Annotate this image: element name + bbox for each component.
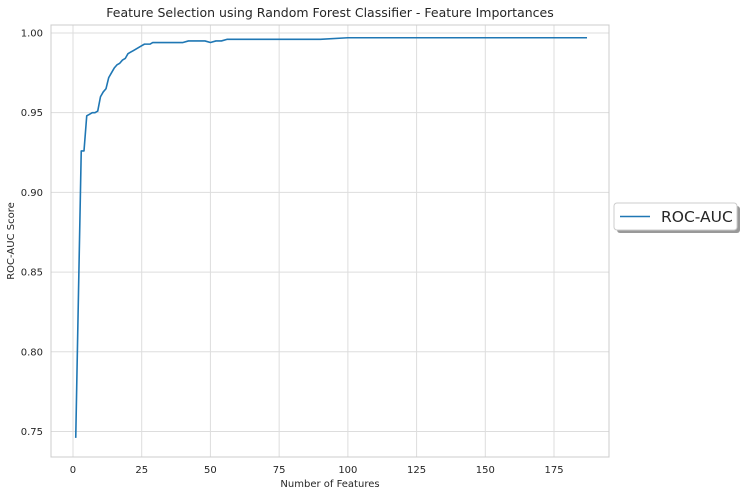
legend: ROC-AUC xyxy=(613,202,740,233)
x-tick-label: 150 xyxy=(476,465,495,476)
x-tick-label: 0 xyxy=(70,465,76,476)
plot-area-frame xyxy=(50,24,610,458)
y-tick-label: 0.85 xyxy=(21,268,43,279)
x-axis-label: Number of Features xyxy=(280,479,379,490)
x-tick-label: 125 xyxy=(407,465,426,476)
x-tick-label: 50 xyxy=(204,465,217,476)
y-axis-label: ROC-AUC Score xyxy=(6,202,17,280)
x-tick-label: 25 xyxy=(135,465,148,476)
y-tick-label: 0.95 xyxy=(21,108,43,119)
y-tick-label: 1.00 xyxy=(21,28,43,39)
grid-lines xyxy=(51,25,609,457)
x-tick-label: 100 xyxy=(338,465,357,476)
series-lines xyxy=(74,36,588,438)
chart-title: Feature Selection using Random Forest Cl… xyxy=(106,5,553,20)
legend-entry-roc-auc: ROC-AUC xyxy=(661,208,733,226)
legend-box xyxy=(613,202,738,231)
y-tick-label: 0.80 xyxy=(21,347,43,358)
tick-labels: 0 25 50 75 100 125 150 175 0.75 0.80 0.85 0.90 0.95 1… xyxy=(21,28,564,476)
x-tick-label: 75 xyxy=(273,465,286,476)
series-line-roc-auc xyxy=(74,36,588,438)
y-tick-label: 0.90 xyxy=(21,188,43,199)
y-tick-label: 0.75 xyxy=(21,427,43,438)
x-tick-label: 175 xyxy=(544,465,563,476)
